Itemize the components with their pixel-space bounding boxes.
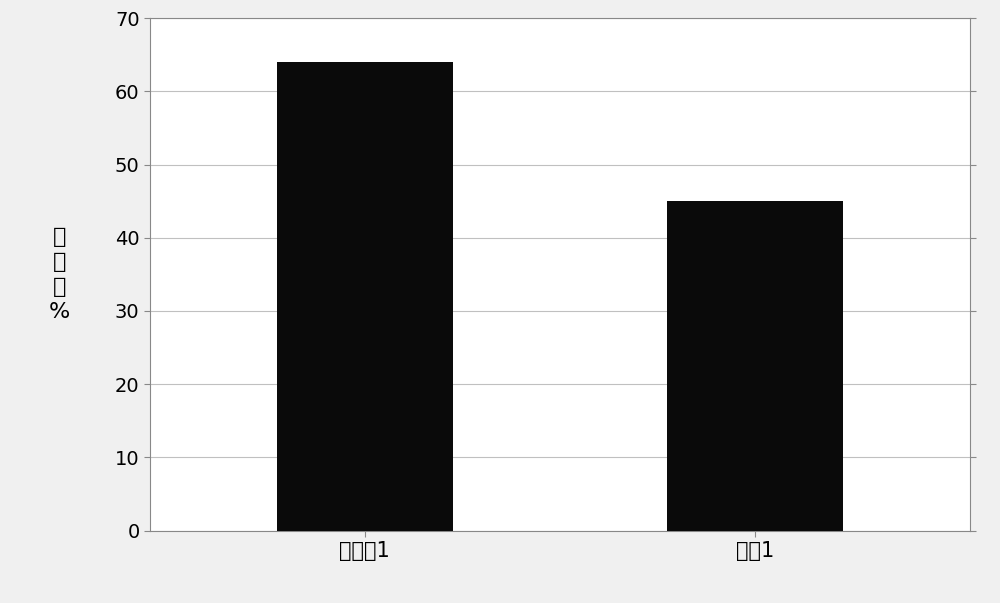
Bar <box>667 201 843 531</box>
Bar <box>277 62 453 531</box>
Text: 杀
癃
率
%: 杀 癃 率 % <box>49 227 70 321</box>
